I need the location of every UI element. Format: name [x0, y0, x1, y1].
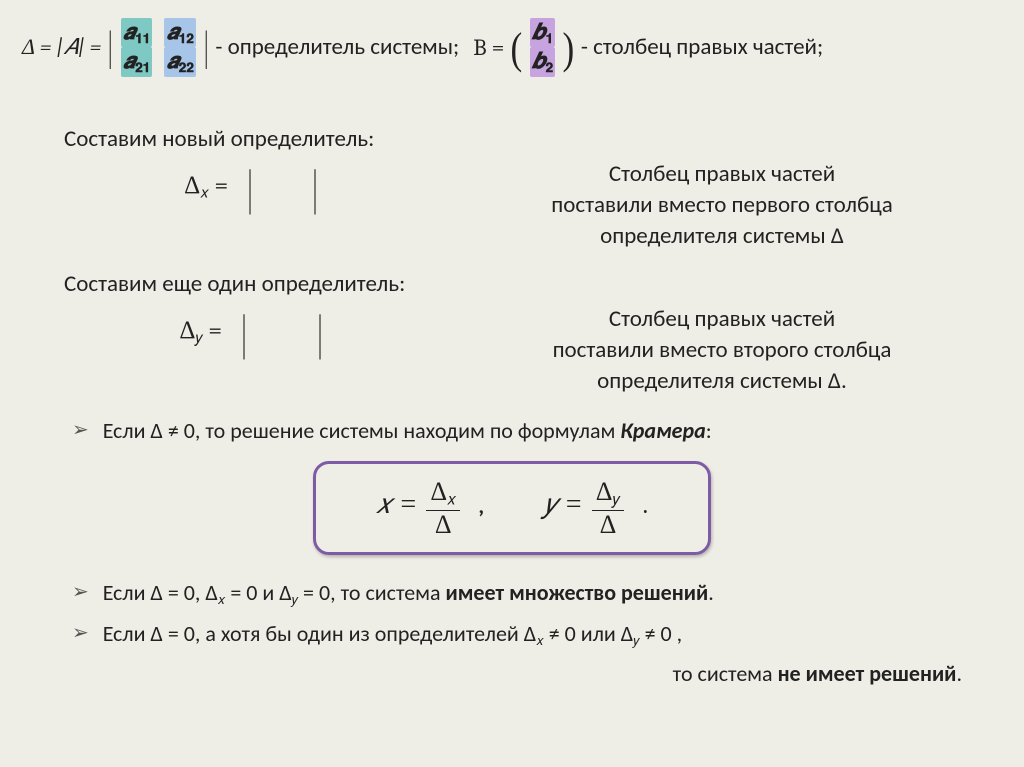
bullet-icon: ➢ [72, 618, 89, 648]
bullets-list: ➢ Если Δ ≠ 0, то решение системы находим… [22, 415, 1002, 687]
a11-cell: 𝒂𝟏𝟏 [121, 18, 153, 47]
section2-label: Составим еще один определитель: [64, 270, 1002, 298]
paren-left: ( [511, 29, 523, 69]
delta-x-equation: Δ𝑥 = | | [22, 159, 482, 207]
section1-label: Составим новый определитель: [64, 125, 1002, 153]
a22-cell: 𝒂𝟐𝟐 [164, 47, 196, 76]
cramer-formula-box: 𝑥 = Δ𝑥 Δ , 𝑦 = Δ𝑦 Δ . [313, 461, 711, 555]
conclusion-line: то система не имеет решений. [22, 660, 962, 687]
delta-y-block: Δ𝑦 = | | Столбец правых частей поставили… [22, 304, 1002, 397]
system-determinant-matrix: | 𝒂𝟏𝟏 𝒂𝟐𝟏 𝒂𝟏𝟐 𝒂𝟐𝟐 | [106, 18, 210, 77]
b-equals: B = [473, 34, 504, 61]
bullet-icon: ➢ [72, 577, 89, 607]
delta-x-note: Столбец правых частей поставили вместо п… [482, 159, 1002, 252]
system-det-label: - определитель системы; [215, 33, 459, 61]
delta-y-equation: Δ𝑦 = | | [22, 304, 482, 352]
b1-cell: 𝒃𝟏 [530, 18, 555, 47]
bullet-infinite-solutions: ➢ Если Δ = 0, Δ𝑥 = 0 и Δ𝑦 = 0, то систем… [72, 577, 1002, 611]
definition-row: Δ = |𝐴| = | 𝒂𝟏𝟏 𝒂𝟐𝟏 𝒂𝟏𝟐 𝒂𝟐𝟐 | - определи… [22, 18, 1002, 77]
formula-y: 𝑦 = Δ𝑦 Δ . [544, 478, 648, 538]
b2-cell: 𝒃𝟐 [530, 47, 555, 76]
delta-equals: Δ = |𝐴| = [22, 34, 101, 60]
vbar-right: | [204, 26, 208, 68]
rhs-column-label: - столбец правых частей; [581, 33, 823, 61]
vbar-left: | [108, 26, 112, 68]
formula-x: 𝑥 = Δ𝑥 Δ , [376, 478, 484, 538]
bullet-icon: ➢ [72, 415, 89, 445]
delta-y-note: Столбец правых частей поставили вместо в… [482, 304, 1002, 397]
bullet-cramer: ➢ Если Δ ≠ 0, то решение системы находим… [72, 415, 1002, 447]
slide-page: Δ = |𝐴| = | 𝒂𝟏𝟏 𝒂𝟐𝟏 𝒂𝟏𝟐 𝒂𝟐𝟐 | - определи… [0, 0, 1024, 705]
a21-cell: 𝒂𝟐𝟏 [121, 47, 153, 76]
a12-cell: 𝒂𝟏𝟐 [164, 18, 196, 47]
rhs-column-vector: ( 𝒃𝟏 𝒃𝟐 ) [509, 18, 576, 77]
bullet-no-solution: ➢ Если Δ = 0, а хотя бы один из определи… [72, 618, 1002, 652]
paren-right: ) [563, 29, 575, 69]
delta-x-block: Δ𝑥 = | | Столбец правых частей поставили… [22, 159, 1002, 252]
